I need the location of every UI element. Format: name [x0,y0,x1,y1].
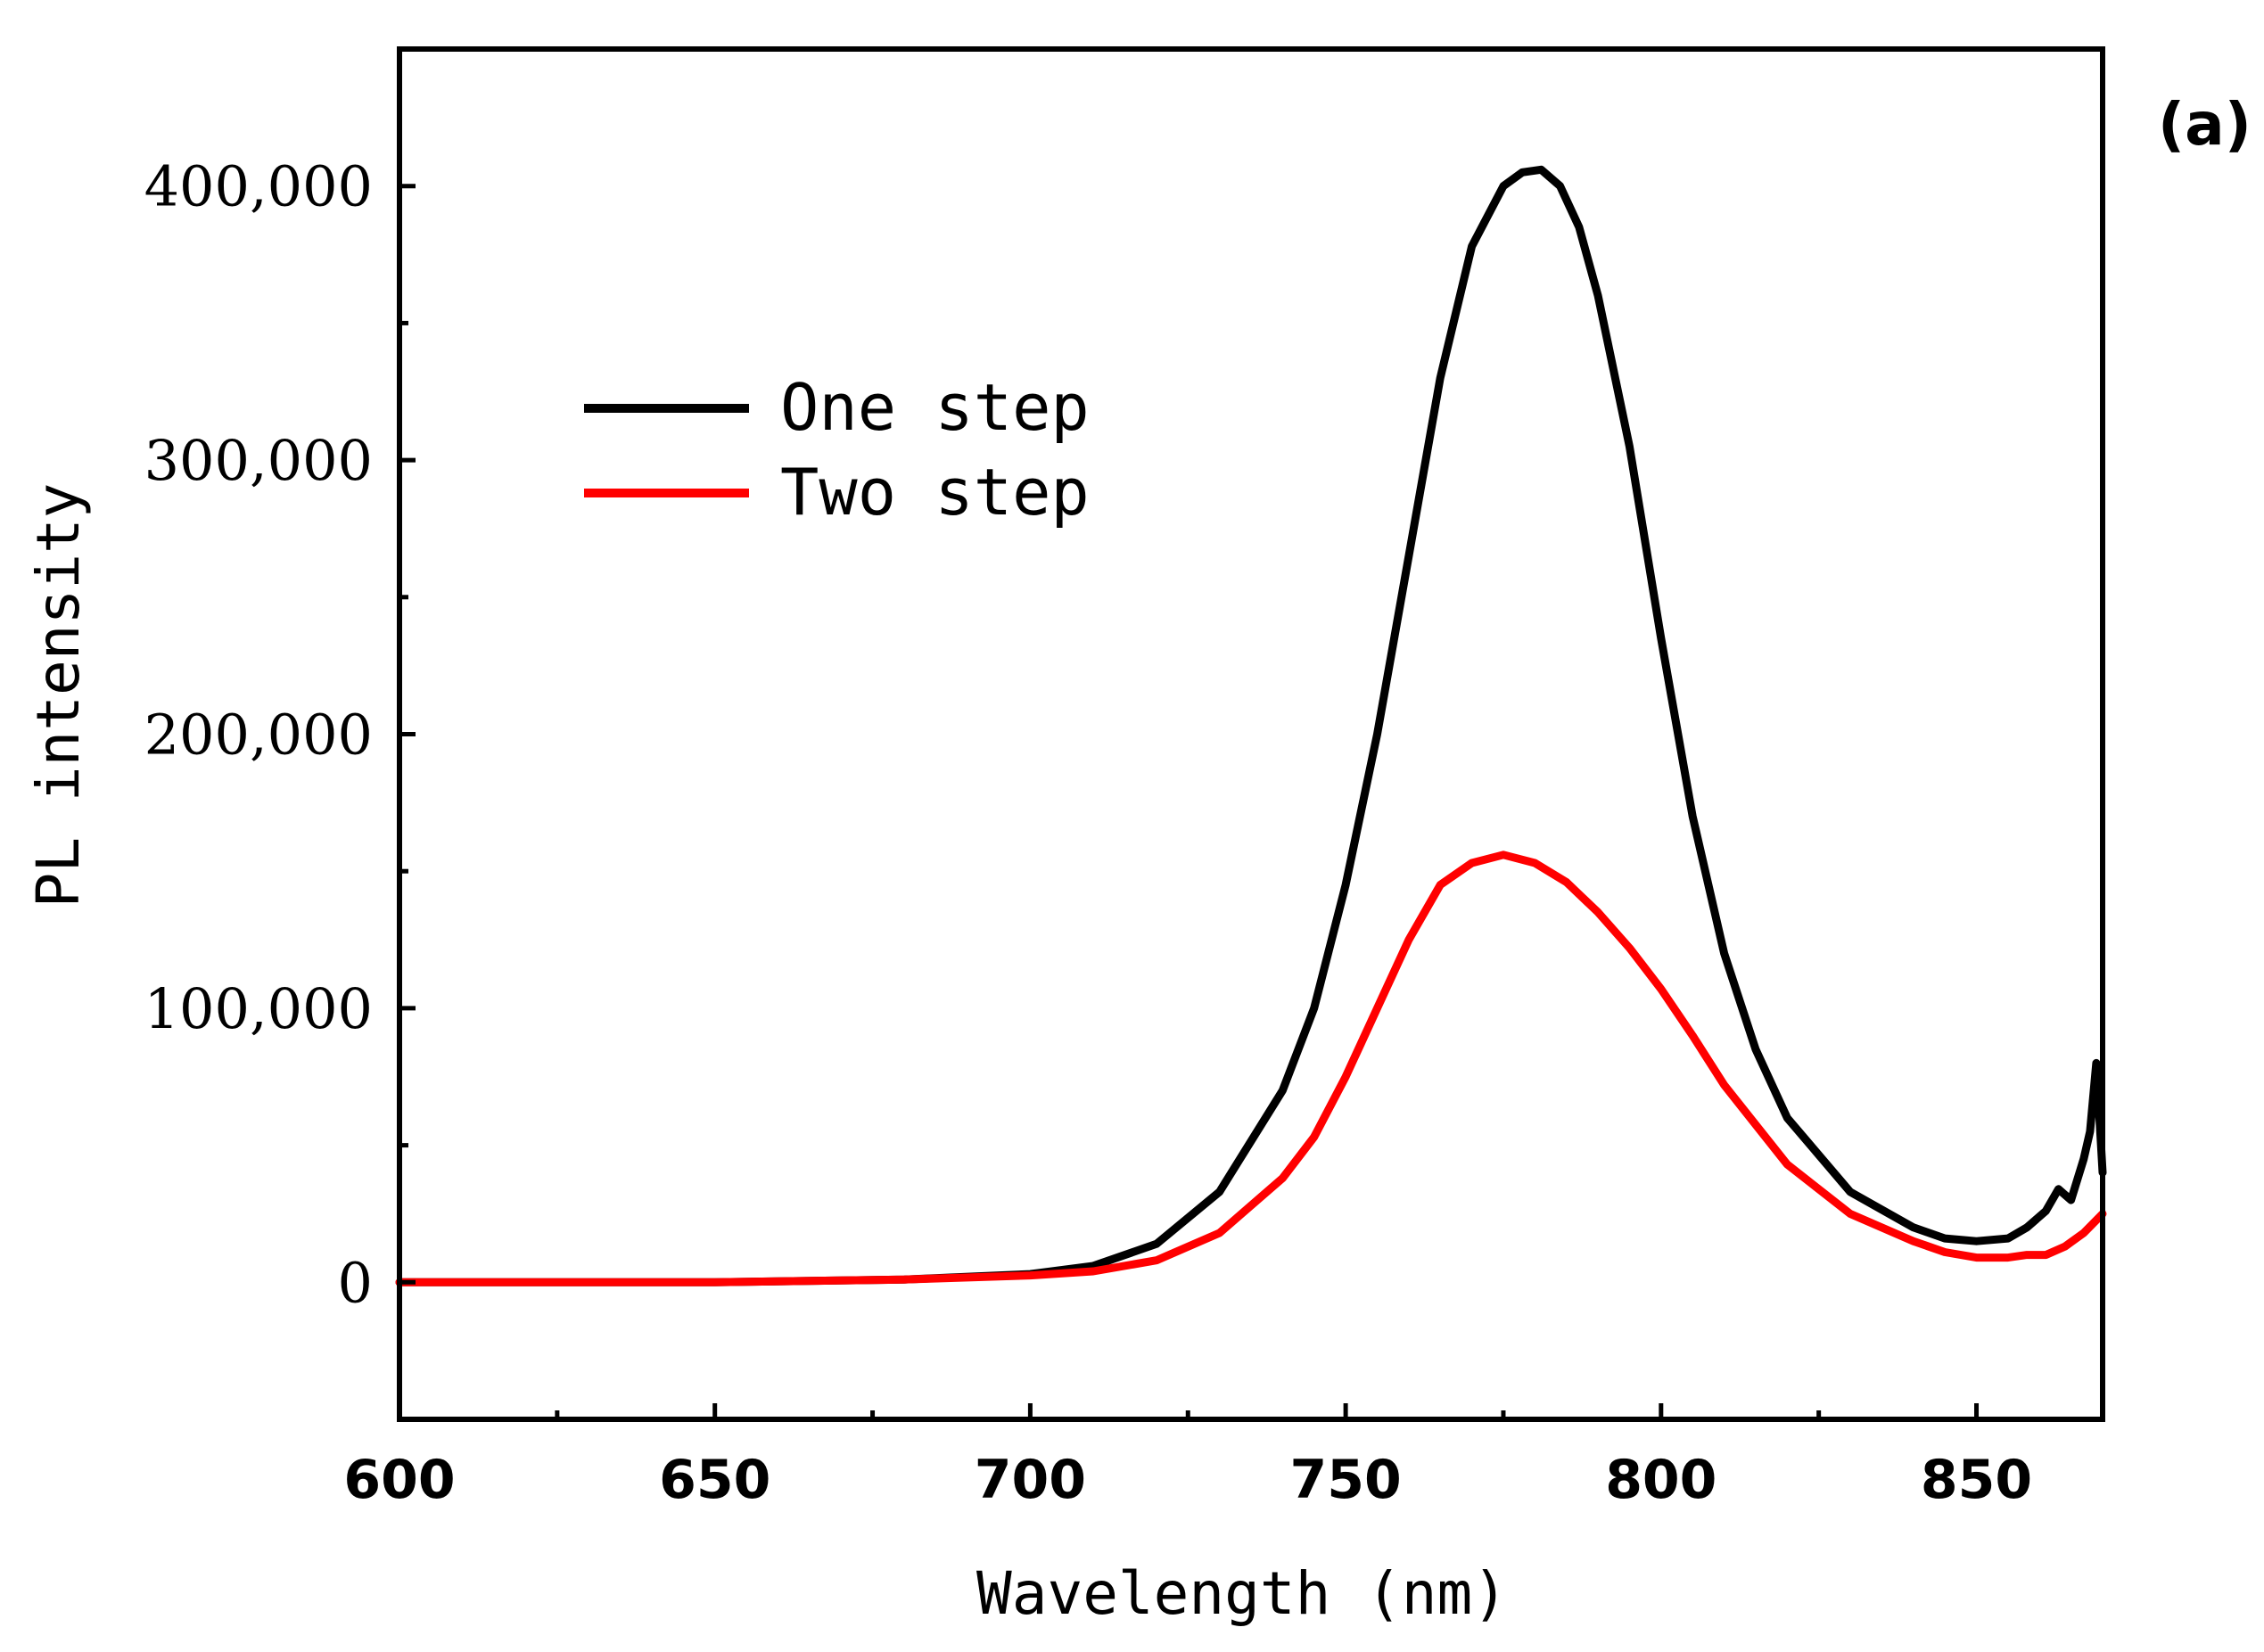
x-axis-title: Wavelength (nm) [976,1559,1508,1628]
y-tick-label: 200,000 [144,703,373,768]
x-tick-label: 700 [975,1449,1086,1511]
x-tick-label: 750 [1289,1449,1401,1511]
x-tick-label: 600 [343,1449,455,1511]
x-tick-label: 650 [659,1449,770,1511]
legend-label: One step [780,370,1090,445]
series-line-one-step [395,165,2107,1286]
x-tick-label: 800 [1605,1449,1717,1511]
y-tick-label: 100,000 [144,976,373,1041]
y-tick-label: 400,000 [144,154,373,219]
y-tick-label: 0 [338,1250,373,1315]
panel-label: (a) [2158,90,2252,159]
series-line-two-step [395,851,2107,1286]
x-tick-label: 850 [1921,1449,2032,1511]
y-axis-title: PL intensity [24,483,93,908]
legend-label: Two step [780,455,1090,530]
y-tick-label: 300,000 [144,428,373,493]
